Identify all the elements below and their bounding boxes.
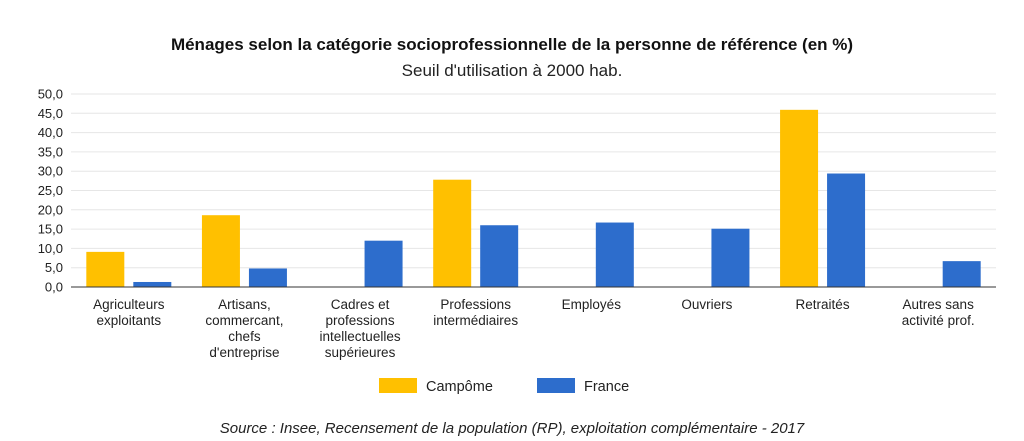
bar-france-retraites[interactable] <box>827 173 866 287</box>
legend-label-campome: Campôme <box>426 379 493 395</box>
chart-title: Ménages selon la catégorie socioprofessi… <box>171 35 853 54</box>
y-tick-label: 40,0 <box>38 125 63 140</box>
x-category-label: Retraités <box>796 297 850 312</box>
x-category-label: Artisans, commercant, chefs d'entreprise <box>205 297 283 360</box>
y-tick-label: 25,0 <box>38 183 63 198</box>
bar-france-artisans-commercant-chefs-d-entreprise[interactable] <box>248 268 287 287</box>
bar-france-autres-sans-activite-prof[interactable] <box>942 261 981 287</box>
x-category-label: Cadres et professions intellectuelles supér… <box>320 297 401 360</box>
chart-subtitle: Seuil d'utilisation à 2000 hab. <box>402 61 623 80</box>
x-category-label: Agriculteurs exploitants <box>93 297 165 328</box>
bar-france-cadres-et-professions-intellectuelles-superieures[interactable] <box>364 240 403 287</box>
bar-campome-professions-intermediaires[interactable] <box>433 179 472 287</box>
bar-france-professions-intermediaires[interactable] <box>480 225 519 287</box>
x-category-label: Autres sans activité prof. <box>902 297 975 328</box>
bar-campome-retraites[interactable] <box>780 109 819 288</box>
bar-france-agriculteurs-exploitants[interactable] <box>133 281 172 287</box>
bar-campome-agriculteurs-exploitants[interactable] <box>86 251 125 287</box>
y-tick-label: 50,0 <box>38 87 63 102</box>
y-tick-label: 35,0 <box>38 144 63 159</box>
y-tick-label: 0,0 <box>45 280 63 295</box>
y-tick-label: 5,0 <box>45 260 63 275</box>
bars <box>86 109 981 288</box>
legend[interactable]: Campôme France <box>379 378 629 395</box>
x-category-label: Professions intermédiaires <box>433 297 518 328</box>
bar-france-employes[interactable] <box>595 222 634 287</box>
y-tick-label: 45,0 <box>38 106 63 121</box>
bar-france-ouvriers[interactable] <box>711 228 750 287</box>
legend-label-france: France <box>584 379 629 395</box>
legend-swatch-france <box>537 378 575 393</box>
source-note: Source : Insee, Recensement de la popula… <box>220 420 805 437</box>
bar-campome-artisans-commercant-chefs-d-entreprise[interactable] <box>201 215 240 287</box>
legend-swatch-campome <box>379 378 417 393</box>
y-tick-label: 10,0 <box>38 241 63 256</box>
x-axis-categories: Agriculteurs exploitants Artisans, commerca… <box>93 297 974 360</box>
y-tick-label: 20,0 <box>38 202 63 217</box>
x-category-label: Ouvriers <box>681 297 732 312</box>
y-tick-label: 30,0 <box>38 164 63 179</box>
y-axis-ticks: 0,0 5,0 10,0 15,0 20,0 25,0 30,0 35,0 40,0 45,0 50… <box>38 87 63 295</box>
y-tick-label: 15,0 <box>38 222 63 237</box>
x-category-label: Employés <box>562 297 622 312</box>
